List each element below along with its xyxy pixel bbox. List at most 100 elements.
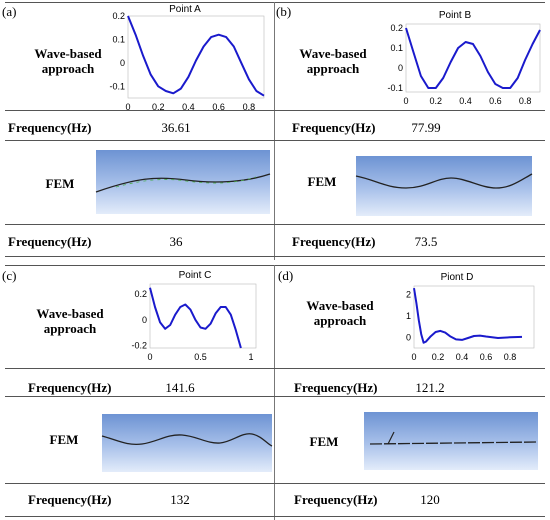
fem-image-d <box>364 412 539 470</box>
wave-label: Wave-based approach <box>18 46 118 76</box>
x-tick-label: 0.2 <box>432 352 445 362</box>
divider <box>5 110 545 111</box>
x-tick-label: 0 <box>125 102 130 112</box>
x-tick-label: 0.4 <box>456 352 469 362</box>
x-tick-label: 0.6 <box>489 96 502 106</box>
panel-letter: (b) <box>276 4 292 19</box>
y-tick-label: 2 <box>406 290 411 300</box>
divider <box>274 265 275 520</box>
x-tick-label: 0.4 <box>182 102 195 112</box>
y-tick-label: -0.1 <box>109 81 125 91</box>
divider <box>5 396 545 397</box>
frequency-label: Frequency(Hz) <box>28 380 112 395</box>
plot-frame <box>149 283 257 349</box>
fem-label: FEM <box>309 434 339 449</box>
x-tick-label: 0.4 <box>459 96 472 106</box>
plot-title: Point A <box>169 4 201 15</box>
series-line <box>127 15 265 97</box>
x-tick-label: 0.8 <box>504 352 517 362</box>
y-tick-label: 0 <box>398 63 403 73</box>
panel-letter: (a) <box>2 4 17 19</box>
divider <box>5 483 545 484</box>
frequency-label: Frequency(Hz) <box>292 234 376 249</box>
x-tick-label: 0.8 <box>519 96 532 106</box>
divider <box>5 265 545 266</box>
fem-frequency-value: 36 <box>169 234 183 249</box>
fem-frequency-value: 73.5 <box>414 234 438 249</box>
wave-frequency-value: 36.61 <box>161 120 191 135</box>
series-line <box>149 287 242 349</box>
y-tick-label: 0.2 <box>390 23 403 33</box>
fem-label: FEM <box>49 432 79 447</box>
panel-letter: (d) <box>278 268 294 283</box>
y-tick-label: 0 <box>120 58 125 68</box>
divider <box>5 140 545 141</box>
fem-label: FEM <box>45 176 75 191</box>
y-tick-label: 1 <box>406 311 411 321</box>
plot-frame <box>413 285 535 349</box>
x-tick-label: 1 <box>248 352 253 362</box>
wave-label-line1: Wave-based <box>34 46 102 61</box>
wave-frequency-value: 141.6 <box>165 380 195 395</box>
x-tick-label: 0.8 <box>243 102 256 112</box>
frequency-label: Frequency(Hz) <box>294 380 378 395</box>
divider <box>5 256 545 257</box>
y-tick-label: 0.2 <box>112 11 125 21</box>
x-tick-label: 0.5 <box>194 352 207 362</box>
frequency-label: Frequency(Hz) <box>8 120 92 135</box>
y-tick-label: 0.1 <box>112 34 125 44</box>
fem-image-a <box>95 150 271 214</box>
x-tick-label: 0.6 <box>480 352 493 362</box>
fem-frequency-value: 120 <box>420 492 440 507</box>
wave-label-line2: approach <box>41 61 95 76</box>
mode-shape-chart-b: 0.20.10-0.10 0.2 0.4 0.6 0.8 <box>387 23 541 106</box>
x-tick-label: 0.2 <box>152 102 165 112</box>
divider <box>5 224 545 225</box>
wave-frequency-value: 121.2 <box>415 380 445 395</box>
plot-frame <box>127 15 265 99</box>
divider <box>5 2 545 3</box>
wave-label-line1: Wave-based <box>299 46 367 61</box>
plot-title: Piont D <box>440 272 474 283</box>
y-tick-label: 0.2 <box>134 289 147 299</box>
wave-label: Wave-based approach <box>20 306 120 336</box>
wave-label-line1: Wave-based <box>306 298 374 313</box>
x-tick-label: 0.6 <box>212 102 225 112</box>
frequency-label: Frequency(Hz) <box>294 492 378 507</box>
wave-label-line2: approach <box>306 61 360 76</box>
y-tick-label: -0.1 <box>387 83 403 93</box>
wave-label-line1: Wave-based <box>36 306 104 321</box>
x-tick-label: 0 <box>411 352 416 362</box>
x-tick-label: 0 <box>147 352 152 362</box>
fem-deformed-beam <box>369 431 539 445</box>
fem-label: FEM <box>307 174 337 189</box>
fem-frequency-value: 132 <box>170 492 190 507</box>
frequency-label: Frequency(Hz) <box>292 120 376 135</box>
y-tick-label: -0.2 <box>131 340 147 350</box>
fem-deformed-beam <box>101 433 273 447</box>
mode-shape-chart-c: 0.20-0.20 0.5 1 <box>131 283 257 362</box>
wave-label: Wave-based approach <box>283 46 383 76</box>
y-tick-label: 0 <box>406 332 411 342</box>
wave-label-line2: approach <box>313 313 367 328</box>
y-tick-label: 0.1 <box>390 43 403 53</box>
fem-deformed-beam <box>95 173 271 193</box>
plot-title: Point B <box>438 10 472 21</box>
divider <box>274 2 275 260</box>
divider <box>5 368 545 369</box>
mode-shape-chart-d: 2 1 00 0.2 0.4 0.6 0.8 <box>406 285 535 362</box>
wave-label: Wave-based approach <box>290 298 390 328</box>
panel-letter: (c) <box>2 268 17 283</box>
series-line <box>405 27 541 89</box>
y-tick-label: 0 <box>142 315 147 325</box>
x-tick-label: 0 <box>403 96 408 106</box>
frequency-label: Frequency(Hz) <box>28 492 112 507</box>
fem-image-b <box>355 156 533 216</box>
frequency-label: Frequency(Hz) <box>8 234 92 249</box>
fem-image-c <box>101 414 273 472</box>
fem-deformed-beam <box>355 173 533 189</box>
series-line <box>413 287 523 344</box>
wave-label-line2: approach <box>43 321 97 336</box>
mode-shape-chart-a: 0.2 0.1 0 -0.1 0 0.2 0.4 0.6 0.8 <box>109 11 265 112</box>
divider <box>5 516 545 517</box>
